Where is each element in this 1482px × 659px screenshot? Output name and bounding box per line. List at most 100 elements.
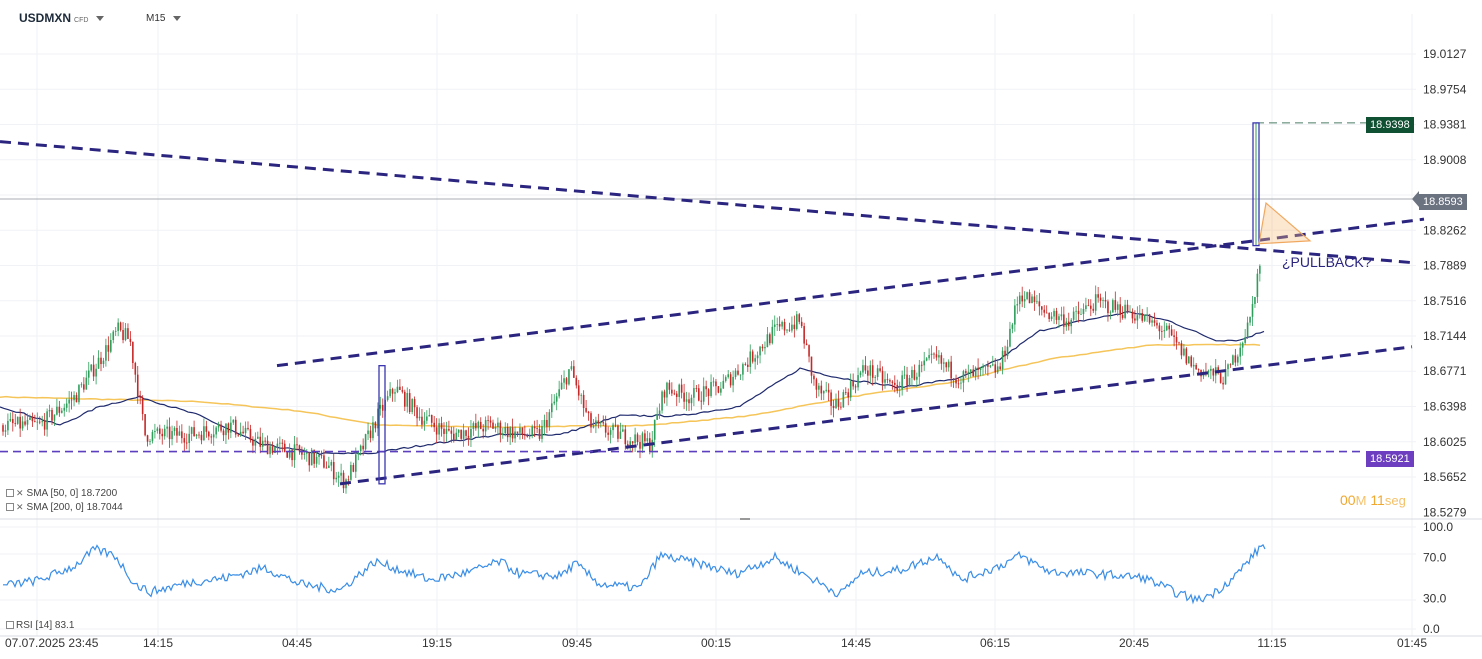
candle-body [440,423,443,429]
close-icon[interactable]: ✕ [16,502,24,512]
candle-body [918,364,921,377]
candle-body [396,386,399,393]
timeframe-selector[interactable]: M15 [146,13,182,24]
candle-body [766,334,769,348]
drawings[interactable] [0,122,1425,486]
candle-body [433,422,435,428]
candle-body [1173,335,1175,337]
candle-body [1060,314,1063,317]
candle-body [80,384,83,386]
candle-body [438,423,440,435]
candle-body [720,388,722,393]
candle-body [146,435,149,442]
close-icon[interactable]: ✕ [16,488,24,498]
candle-body [46,411,48,430]
candle-body [805,343,808,346]
candle-body [717,386,720,393]
candle-body [671,389,673,394]
candle-body [1178,342,1180,344]
candle-body [531,426,533,436]
candle-body [528,435,531,437]
candle-body [558,389,560,397]
price-tick-label: 18.9754 [1423,82,1467,96]
candle-body [178,431,181,436]
candle-body [653,419,656,440]
candle-body [1148,314,1151,323]
candle-body [1104,299,1107,302]
candle-body [898,389,901,391]
candle-body [244,427,247,434]
candle-body [587,411,590,414]
sma200-legend-label: SMA [200, 0] [26,502,84,513]
candle-body [930,353,933,356]
candle-body [151,432,154,442]
candle-body [445,428,448,434]
candle-body [406,393,409,407]
candle-body [940,355,943,364]
candle-body [43,421,46,430]
candle-body [803,326,805,344]
candle-body [208,431,210,437]
chevron-down-icon[interactable] [173,15,182,21]
candle-body [1048,312,1050,320]
candle-body [764,347,766,349]
candle-body [923,360,925,366]
candle-body [492,422,494,429]
settings-icon[interactable] [6,621,14,630]
channel-lower-line [339,345,1413,486]
symbol-selector[interactable]: USDMXN CFD [19,11,105,25]
candle-body [1053,310,1055,317]
candle-body [347,479,350,481]
rsi-legend-label: RSI [14] [16,620,53,631]
sma200-legend[interactable]: ✕ SMA [200, 0] 18.7044 [6,502,123,513]
settings-icon[interactable] [6,489,14,498]
candle-body [249,429,252,441]
candle-body [568,369,570,385]
candle-body [842,392,845,408]
candle-body [1134,318,1136,321]
candle-body [1082,308,1085,315]
candle-body [688,399,690,404]
candle-body [205,426,208,432]
candle-body [53,414,56,421]
candle-body [75,395,78,403]
chevron-down-icon[interactable] [96,16,105,22]
sma50-legend[interactable]: ✕ SMA [50, 0] 18.7200 [6,488,117,499]
candle-body [913,369,916,380]
candle-body [136,374,139,398]
candle-body [1222,382,1224,385]
rsi-legend-value: 83.1 [54,620,75,631]
candle-body [462,430,465,439]
candle-body [881,370,884,383]
candle-body [1246,322,1249,338]
candle-body [1055,310,1058,320]
candle-body [411,399,413,412]
candle-body [159,428,161,434]
candle-body [992,364,994,366]
candle-body [381,404,384,411]
candle-body [156,428,159,431]
candle-body [65,403,68,408]
candle-body [595,420,597,426]
candle-body [1097,294,1099,298]
candle-body [722,380,725,389]
candle-body [399,386,401,391]
candle-body [800,321,803,327]
candle-body [551,403,553,413]
rsi-legend[interactable]: RSI [14] 83.1 [6,620,74,631]
countdown-minutes: 00 [1340,492,1356,508]
candle-body [609,430,612,435]
candle-body [925,358,928,361]
candle-body [683,392,685,402]
candle-body [524,434,526,436]
candle-body [1043,309,1046,313]
candle-body [837,399,840,407]
candle-body [1183,348,1185,356]
candle-body [479,421,482,429]
toolbar: USDMXN CFD M15 [0,0,400,36]
candle-body [391,389,394,394]
candle-body [560,382,563,390]
candle-body [835,399,837,409]
settings-icon[interactable] [6,503,14,512]
